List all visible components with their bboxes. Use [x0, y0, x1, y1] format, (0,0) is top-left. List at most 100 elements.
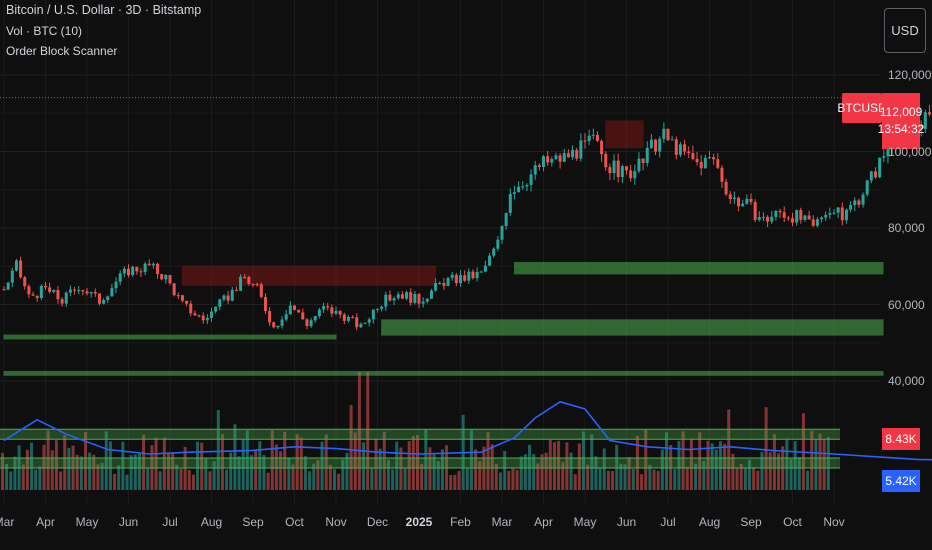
volume-bar	[764, 407, 768, 490]
volume-bar	[34, 469, 38, 490]
volume-indicator-label[interactable]: Vol · BTC (10)	[6, 24, 83, 38]
candle-body	[35, 295, 39, 299]
candle-body	[824, 214, 828, 218]
candle-body	[23, 277, 27, 287]
candle-body	[811, 219, 815, 226]
candle-body	[778, 210, 782, 213]
order-block-indicator-label[interactable]: Order Block Scanner	[6, 44, 118, 58]
volume-bar	[723, 444, 727, 490]
volume-bar	[768, 452, 772, 490]
candle-body	[284, 314, 288, 320]
candle-body	[820, 217, 824, 220]
candle-body	[276, 325, 280, 328]
candle-body	[6, 282, 10, 290]
candle-body	[293, 305, 296, 310]
candle-body	[180, 295, 184, 301]
volume-bar	[162, 437, 166, 490]
candle-body	[106, 296, 110, 301]
candle-body	[670, 139, 674, 141]
volume-bar	[366, 372, 370, 490]
volume-bar	[129, 455, 133, 490]
volume-bar	[544, 452, 548, 490]
volume-bar	[818, 433, 822, 490]
x-axis-label: Oct	[783, 515, 802, 529]
volume-bar	[299, 437, 303, 490]
candle-body	[205, 317, 209, 321]
volume-bar	[382, 431, 386, 490]
candle-body	[239, 276, 243, 291]
candle-body	[39, 285, 43, 299]
candle-body	[844, 209, 848, 221]
candle-body	[263, 296, 267, 312]
candle-body	[280, 319, 284, 326]
volume-bar	[577, 443, 581, 490]
candle-body	[151, 263, 155, 266]
candle-body	[612, 160, 616, 174]
candle-body	[832, 212, 836, 214]
volume-bar	[250, 455, 253, 490]
candle-body	[500, 226, 504, 240]
candle-body	[836, 207, 840, 213]
volume-bar	[685, 467, 689, 490]
volume-bar	[104, 431, 108, 490]
volume-bar	[100, 462, 104, 490]
volume-bar	[731, 453, 735, 490]
candle-body	[550, 158, 554, 163]
volume-bar	[598, 467, 602, 490]
volume-bar	[486, 432, 490, 490]
candle-body	[712, 157, 716, 160]
volume-bar	[631, 468, 635, 490]
volume-bar	[665, 432, 668, 490]
candle-body	[168, 275, 172, 284]
volume-bar	[50, 450, 54, 490]
volume-bar	[528, 444, 532, 490]
volume-bar	[191, 474, 195, 490]
currency-button[interactable]: USD	[884, 8, 926, 53]
candle-body	[637, 158, 641, 172]
candle-body	[853, 200, 857, 206]
volume-bar	[457, 471, 461, 490]
candle-body	[674, 139, 678, 155]
volume-bar	[208, 471, 212, 490]
x-axis-label: Feb	[450, 515, 471, 529]
candle-body	[521, 186, 525, 188]
x-axis-label: Sep	[242, 515, 264, 529]
candle-body	[745, 198, 749, 204]
volume-bar	[540, 454, 544, 490]
candle-body	[633, 171, 637, 179]
candle-body	[326, 306, 330, 308]
volume-bar	[432, 454, 436, 490]
candle-body	[753, 202, 757, 220]
candle-body	[102, 300, 106, 304]
volume-bar	[262, 455, 266, 490]
candle-body	[251, 283, 255, 285]
volume-bar	[241, 439, 245, 490]
volume-bar	[519, 456, 523, 490]
candle-body	[463, 275, 467, 281]
order-block-bull	[3, 334, 337, 340]
volume-bar	[424, 429, 428, 490]
candle-body	[608, 167, 612, 174]
x-axis-label: Jul	[660, 515, 676, 529]
x-axis-label: Mar	[491, 515, 513, 529]
x-axis-label: Nov	[325, 515, 347, 529]
candle-body	[741, 203, 745, 207]
candle-body	[629, 170, 633, 179]
volume-bar	[594, 456, 598, 490]
volume-bar	[146, 468, 150, 490]
volume-bar	[760, 452, 764, 490]
candle-body	[620, 166, 624, 178]
candle-body	[317, 309, 321, 317]
volume-bar	[84, 432, 87, 490]
volume-bar	[606, 470, 610, 490]
chart-title[interactable]: Bitcoin / U.S. Dollar · 3D · Bitstamp	[6, 3, 202, 17]
candle-body	[475, 271, 479, 279]
candle-body	[737, 197, 741, 207]
volume-bar	[403, 468, 407, 490]
volume-bar	[436, 461, 440, 490]
volume-bar	[681, 431, 685, 490]
volume-bar	[308, 471, 312, 490]
candle-body	[828, 213, 832, 215]
candle-body	[60, 299, 64, 304]
